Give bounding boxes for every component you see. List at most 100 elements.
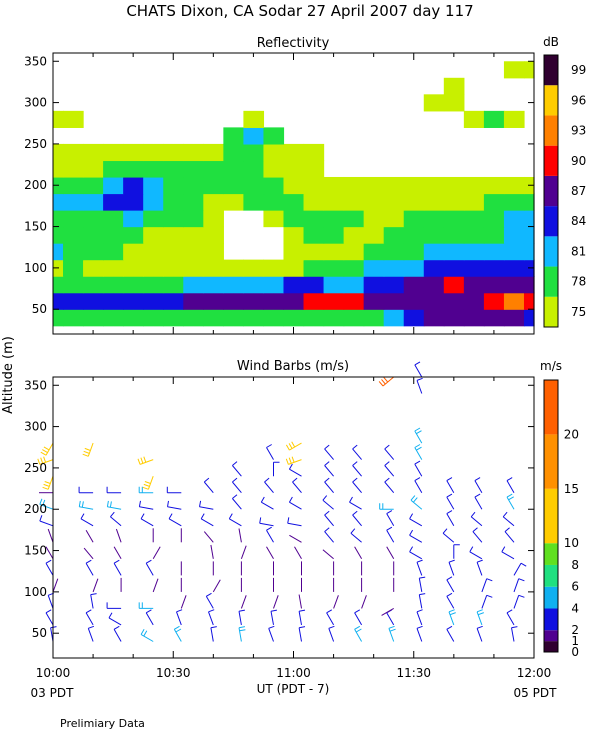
reflectivity-cell (523, 309, 535, 327)
wind-barb (416, 625, 423, 642)
reflectivity-cell (83, 210, 104, 228)
wind-barb (210, 626, 217, 642)
reflectivity-cell (383, 292, 405, 310)
reflectivity-cell (403, 176, 425, 195)
wind-barb (106, 486, 122, 494)
wind-colorbar-swatch (544, 543, 558, 565)
wind-barb (349, 496, 362, 510)
reflectivity-cell (103, 193, 124, 211)
reflectivity-cell (383, 210, 405, 228)
reflectivity-cell (123, 210, 144, 228)
reflectivity-cell (323, 176, 345, 195)
reflectivity-cell (143, 143, 164, 162)
reflectivity-cell (143, 210, 164, 228)
wind-barb (264, 477, 274, 494)
wind-barb (78, 486, 94, 494)
wind-barb (322, 495, 334, 510)
reflectivity-cell (203, 309, 224, 327)
wind-barb (92, 578, 99, 593)
wind-barb (446, 576, 455, 593)
wind-barb (42, 476, 54, 490)
wind-barb (448, 559, 455, 576)
reflectivity-cell (123, 243, 144, 261)
reflectivity-cell (103, 276, 124, 294)
reflectivity-cell (223, 176, 244, 195)
wind-colorbar-swatch (544, 434, 558, 489)
reflectivity-cell (243, 309, 265, 327)
reflectivity-cell (283, 309, 305, 327)
wind-barb (474, 493, 483, 510)
reflectivity-title: Reflectivity (257, 36, 330, 51)
wind-barb (80, 513, 94, 527)
reflectivity-cell (83, 309, 104, 327)
wind-barb (469, 546, 483, 560)
wind-barb (324, 444, 334, 460)
wind-barb (285, 456, 302, 465)
wind-ytick-label: 100 (24, 585, 47, 599)
wind-barb (502, 511, 515, 527)
reflectivity-cell (53, 110, 64, 128)
reflectivity-cell (303, 176, 325, 195)
reflectivity-cell (503, 110, 525, 128)
wind-barb (476, 625, 483, 642)
reflectivity-cell (343, 276, 365, 294)
wind-barb (212, 579, 221, 593)
reflectivity-cell (63, 292, 84, 310)
wind-barb (289, 534, 302, 543)
wind-barb (328, 625, 335, 642)
reflectivity-cell (343, 259, 365, 277)
wind-barb (39, 515, 54, 527)
reflectivity-cell (63, 309, 84, 327)
reflectivity-cell (143, 176, 164, 195)
reflectivity-cell (103, 176, 124, 195)
reflectivity-cell (123, 276, 144, 294)
wind-barb (287, 517, 302, 527)
reflectivity-colorbar-label: 78 (571, 275, 586, 289)
reflectivity-colorbar: 75 78 81 84 87 90 93 96 99 (543, 54, 586, 328)
reflectivity-cell (103, 259, 124, 277)
wind-barb (168, 513, 182, 527)
reflectivity-cell (183, 193, 204, 211)
reflectivity-cell (53, 160, 64, 178)
wind-barb (298, 594, 302, 609)
reflectivity-cell (163, 243, 184, 261)
reflectivity-cell (403, 193, 425, 211)
reflectivity-colorbar-label: 81 (571, 244, 586, 258)
wind-barb (87, 625, 95, 642)
wind-colorbar-label: 20 (564, 427, 579, 441)
reflectivity-cell (323, 243, 345, 261)
reflectivity-cell (463, 193, 485, 211)
reflectivity-colorbar-swatch (544, 266, 558, 297)
wind-barb (173, 625, 182, 642)
reflectivity-cell (223, 193, 244, 211)
reflectivity-colorbar-swatch (544, 175, 558, 207)
reflectivity-cell (463, 176, 485, 195)
reflectivity-cell (483, 309, 505, 327)
reflectivity-cell (183, 176, 204, 195)
x-tick-label: 10:30 (156, 666, 191, 680)
reflectivity-cell (183, 292, 204, 310)
reflectivity-cell (443, 210, 465, 228)
reflectivity-cell (123, 143, 144, 162)
wind-axes: 50 100 150 200 250 300 350 (24, 377, 535, 658)
wind-barb (145, 559, 154, 576)
wind-barb (384, 461, 395, 477)
reflectivity-cell (143, 193, 164, 211)
reflectivity-cell (183, 226, 204, 244)
reflectivity-axes: 50 100 150 200 250 300 350 (24, 53, 535, 334)
reflectivity-cell (363, 292, 385, 310)
wind-barb (238, 626, 246, 642)
reflectivity-cell (463, 292, 485, 310)
reflectivity-cell (503, 61, 525, 79)
reflectivity-cell (63, 226, 84, 244)
wind-barb (511, 626, 518, 642)
wind-barb (446, 592, 455, 609)
reflectivity-cell (143, 243, 164, 261)
wind-barb (232, 494, 242, 510)
reflectivity-cell (183, 259, 204, 277)
reflectivity-cell (523, 210, 535, 228)
reflectivity-cell (143, 259, 164, 277)
reflectivity-cell (53, 243, 64, 261)
